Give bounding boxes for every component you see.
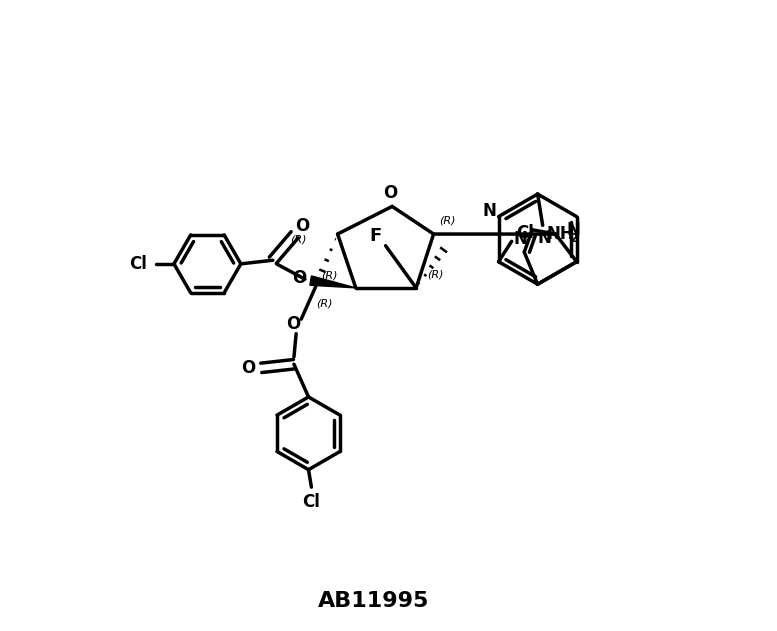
Text: (R): (R) — [322, 271, 338, 281]
Polygon shape — [310, 276, 356, 288]
Text: O: O — [286, 316, 301, 333]
Text: Cl: Cl — [302, 493, 320, 510]
Text: O: O — [292, 269, 306, 286]
Text: N: N — [483, 202, 497, 220]
Text: N: N — [538, 228, 552, 247]
Text: F: F — [369, 227, 382, 244]
Text: (R): (R) — [291, 235, 307, 245]
Text: N: N — [566, 221, 580, 239]
Text: NH: NH — [546, 225, 574, 243]
Text: N: N — [514, 230, 528, 248]
Text: (R): (R) — [440, 216, 456, 226]
Text: 2: 2 — [570, 232, 578, 245]
Text: Cl: Cl — [129, 255, 147, 273]
Text: Cl: Cl — [516, 223, 534, 242]
Text: O: O — [294, 217, 309, 235]
Text: AB11995: AB11995 — [319, 591, 430, 611]
Text: O: O — [241, 359, 256, 377]
Text: (R): (R) — [315, 299, 333, 309]
Text: (R): (R) — [427, 270, 444, 280]
Text: O: O — [384, 184, 398, 203]
